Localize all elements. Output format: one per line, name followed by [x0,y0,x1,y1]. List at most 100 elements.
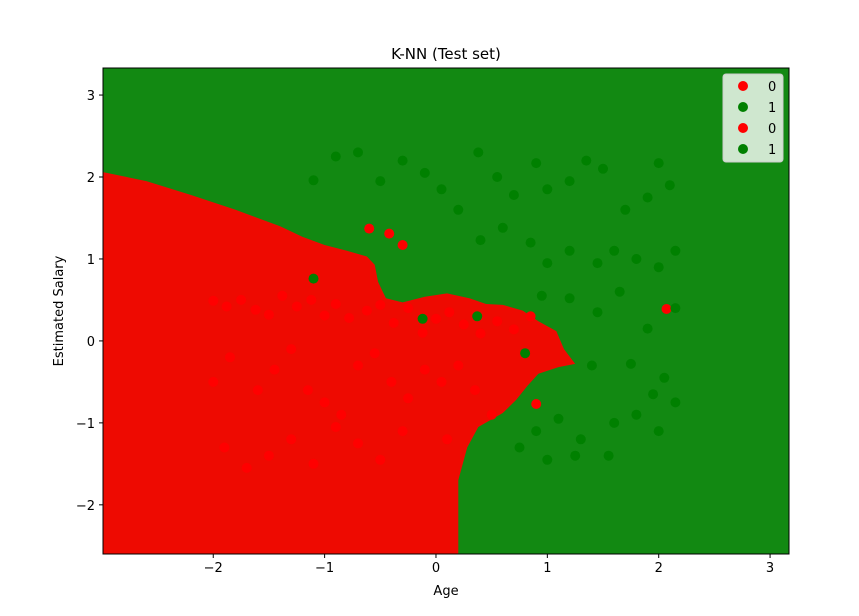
data-point-class-0 [306,294,317,305]
data-point-class-0 [384,228,395,239]
data-point-class-0 [319,397,330,408]
legend-marker [738,123,748,133]
data-point-class-1 [492,172,503,182]
data-point-class-1 [592,307,603,318]
data-point-class-0 [386,376,397,387]
data-point-class-0 [302,385,313,396]
data-point-class-1 [581,155,592,166]
data-point-class-1 [308,273,319,284]
x-tick-label: 3 [766,561,774,576]
legend: 0 1 0 1 [722,73,784,163]
data-point-class-0 [336,409,347,420]
legend-marker [738,81,748,91]
y-tick-label: 2 [87,171,95,186]
data-point-class-0 [508,324,519,335]
plot-frame [102,67,790,555]
data-point-class-1 [419,167,430,178]
y-tick-label: 0 [87,335,95,350]
x-axis: −2 −1 0 1 2 3 [204,554,774,576]
data-point-class-1 [497,222,508,233]
data-point-class-1 [417,313,428,324]
data-point-class-0 [319,310,330,321]
data-point-class-1 [609,245,620,256]
data-point-class-1 [531,426,542,437]
data-point-class-1 [659,372,670,383]
x-tick-label: −1 [315,561,334,576]
x-tick-label: 2 [655,561,663,576]
data-point-class-1 [453,204,464,215]
data-point-class-0 [525,311,536,322]
data-point-class-0 [225,352,235,363]
data-point-class-1 [531,158,542,169]
data-point-class-1 [475,235,486,246]
data-point-class-0 [291,301,302,312]
data-point-class-0 [375,454,386,465]
data-point-class-1 [514,442,525,453]
data-point-class-0 [241,462,252,473]
data-point-class-1 [436,184,447,195]
data-point-class-1 [642,192,653,203]
legend-label: 1 [768,101,776,116]
data-point-class-1 [375,176,386,187]
data-point-class-1 [542,258,553,269]
data-point-class-1 [642,323,653,334]
data-point-class-0 [397,240,408,250]
data-point-class-0 [375,299,386,310]
data-point-class-1 [570,450,581,461]
data-point-class-1 [536,290,547,301]
data-point-class-0 [353,438,363,449]
data-point-class-0 [453,360,464,371]
data-point-class-1 [631,254,642,264]
data-point-class-0 [219,442,230,453]
data-point-class-1 [542,454,553,465]
data-point-class-0 [269,364,280,375]
chart-title: K-NN (Test set) [391,45,501,63]
data-point-class-0 [286,434,297,445]
data-point-class-1 [564,245,575,256]
data-point-class-1 [603,450,614,461]
data-point-class-1 [670,397,681,408]
plot-area [103,68,789,554]
data-point-class-0 [263,309,274,320]
data-point-class-0 [286,344,297,355]
data-point-class-1 [397,155,408,166]
data-point-class-1 [653,158,664,169]
data-point-class-0 [208,376,219,387]
legend-marker [738,102,748,112]
data-point-class-1 [653,426,664,437]
data-point-class-0 [221,301,232,312]
data-point-class-1 [308,175,319,186]
data-point-class-1 [330,151,341,162]
legend-label: 0 [768,122,776,137]
legend-label: 1 [768,143,776,158]
data-point-class-1 [472,311,483,322]
data-point-class-0 [277,290,288,301]
x-tick-label: 0 [432,561,440,576]
data-point-class-0 [344,313,355,323]
data-point-class-0 [431,313,441,324]
data-point-class-1 [575,434,586,445]
data-point-class-1 [620,204,631,215]
data-point-class-1 [631,409,642,420]
data-point-class-0 [263,450,274,461]
data-point-class-0 [661,304,672,314]
data-point-class-0 [436,376,447,387]
legend-marker [738,144,748,154]
data-point-class-0 [208,295,219,306]
x-tick-label: −2 [204,561,223,576]
data-point-class-1 [598,163,608,174]
data-point-class-0 [486,409,497,420]
points-layer [208,147,681,473]
data-point-class-1 [625,358,636,369]
region-class-0 [103,172,576,554]
data-point-class-0 [475,328,486,339]
data-point-class-0 [361,305,372,316]
data-point-class-0 [330,299,341,309]
data-point-class-0 [252,385,263,396]
y-tick-label: 1 [87,253,95,268]
data-point-class-1 [525,237,536,248]
data-point-class-1 [520,348,531,359]
data-point-class-0 [364,223,375,234]
legend-box [722,73,784,163]
